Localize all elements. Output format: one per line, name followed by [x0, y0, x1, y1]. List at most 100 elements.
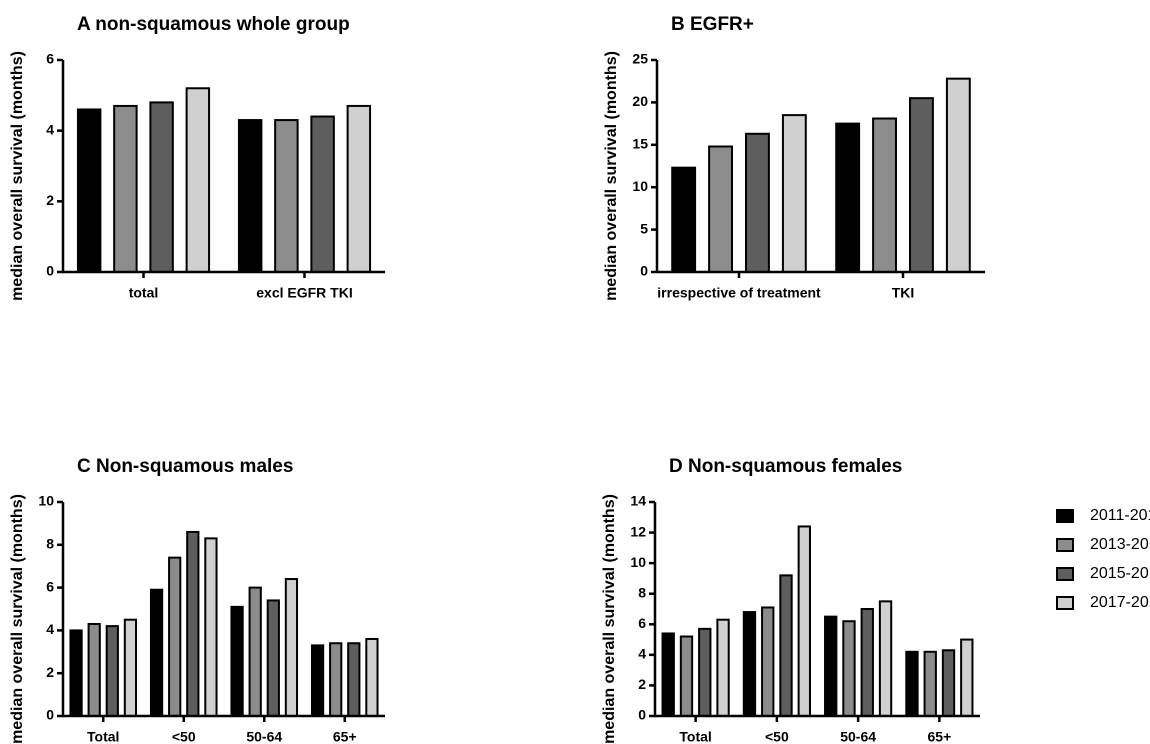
- bar: [149, 588, 164, 717]
- x-tick-label: 50-64: [246, 729, 282, 744]
- y-axis-label: median overall survival (months): [601, 494, 618, 744]
- y-tick-label: 8: [46, 536, 54, 552]
- y-tick-label: 10: [630, 554, 646, 570]
- bar: [347, 642, 361, 717]
- y-axis-label: median overall survival (months): [603, 51, 620, 301]
- y-tick-label: 10: [632, 178, 648, 194]
- bar: [941, 649, 956, 717]
- bar: [230, 605, 244, 717]
- bar: [266, 599, 280, 717]
- bar: [365, 637, 379, 718]
- bar: [781, 114, 807, 274]
- x-tick-label: <50: [172, 729, 196, 744]
- bar: [87, 622, 101, 717]
- bar: [842, 620, 856, 718]
- bar: [168, 556, 182, 718]
- y-tick-label: 6: [638, 615, 646, 631]
- y-tick-label: 0: [640, 263, 648, 279]
- bar: [186, 530, 200, 718]
- legend-label: 2013-2014: [1090, 536, 1150, 553]
- chart-title: C Non-squamous males: [77, 456, 293, 477]
- bar: [878, 600, 893, 717]
- bar: [284, 578, 299, 717]
- y-tick-label: 8: [638, 584, 646, 600]
- bar: [860, 608, 874, 717]
- chart-title: A non-squamous whole group: [77, 14, 350, 35]
- bar: [905, 650, 919, 717]
- y-tick-label: 12: [630, 523, 646, 539]
- bar: [679, 635, 694, 717]
- x-tick-label: excl EGFR TKI: [256, 285, 352, 301]
- bar: [742, 611, 757, 717]
- y-tick-label: 20: [632, 93, 648, 109]
- bar: [708, 145, 733, 273]
- y-tick-label: 2: [46, 664, 54, 680]
- chart-title: D Non-squamous females: [669, 456, 902, 477]
- bar: [960, 638, 974, 717]
- y-tick-label: 15: [632, 136, 648, 152]
- bar: [76, 108, 102, 274]
- x-tick-label: <50: [765, 729, 789, 744]
- y-tick-label: 2: [46, 192, 54, 208]
- bar: [872, 117, 897, 274]
- x-tick-label: irrespective of treatment: [657, 285, 821, 301]
- bar: [105, 625, 119, 717]
- y-tick-label: 6: [46, 51, 54, 67]
- legend-label: 2017-2018: [1090, 594, 1150, 611]
- bar: [945, 77, 971, 273]
- bar: [835, 122, 861, 273]
- x-tick-label: Total: [679, 729, 711, 744]
- bar: [779, 574, 793, 717]
- y-tick-label: 2: [638, 676, 646, 692]
- y-tick-label: 10: [38, 493, 54, 509]
- legend-swatch: [1056, 596, 1074, 610]
- y-tick-label: 4: [46, 621, 54, 637]
- y-tick-label: 0: [46, 707, 54, 723]
- y-tick-label: 0: [46, 263, 54, 279]
- bar: [274, 119, 299, 273]
- y-tick-label: 5: [640, 220, 648, 236]
- x-tick-label: total: [129, 285, 159, 301]
- bar: [310, 644, 325, 718]
- bar: [185, 87, 211, 274]
- bar: [824, 615, 838, 718]
- y-axis-label: median overall survival (months): [9, 494, 26, 744]
- x-tick-label: 65+: [333, 729, 357, 744]
- bar: [661, 632, 675, 718]
- chart-title: B EGFR+: [671, 14, 754, 35]
- y-tick-label: 4: [46, 121, 54, 137]
- x-tick-label: 50-64: [840, 729, 876, 744]
- bar: [329, 642, 343, 717]
- legend-label: 2015-2016: [1090, 565, 1150, 582]
- bar: [346, 104, 372, 273]
- bar: [248, 586, 262, 717]
- bar: [761, 606, 775, 718]
- y-tick-label: 4: [638, 646, 646, 662]
- bar: [797, 525, 811, 718]
- x-tick-label: Total: [87, 729, 119, 744]
- y-tick-label: 0: [638, 707, 646, 723]
- bar: [716, 618, 730, 718]
- bar: [204, 537, 218, 717]
- bar: [113, 104, 138, 273]
- legend-swatch: [1056, 567, 1074, 581]
- y-tick-label: 14: [630, 493, 646, 509]
- bar: [745, 132, 770, 273]
- y-axis-label: median overall survival (months): [9, 51, 26, 301]
- y-tick-label: 6: [46, 578, 54, 594]
- x-tick-label: TKI: [892, 285, 915, 301]
- bar: [149, 101, 174, 274]
- legend-swatch: [1056, 509, 1074, 523]
- bar: [923, 650, 937, 717]
- legend-swatch: [1056, 538, 1074, 552]
- x-tick-label: 65+: [928, 729, 952, 744]
- y-tick-label: 25: [632, 51, 648, 67]
- bar: [909, 97, 934, 273]
- bar: [69, 629, 83, 718]
- bar: [671, 166, 697, 273]
- bar: [237, 119, 263, 273]
- legend-label: 2011-2012: [1090, 507, 1150, 524]
- bar: [310, 115, 335, 273]
- bar: [698, 627, 712, 717]
